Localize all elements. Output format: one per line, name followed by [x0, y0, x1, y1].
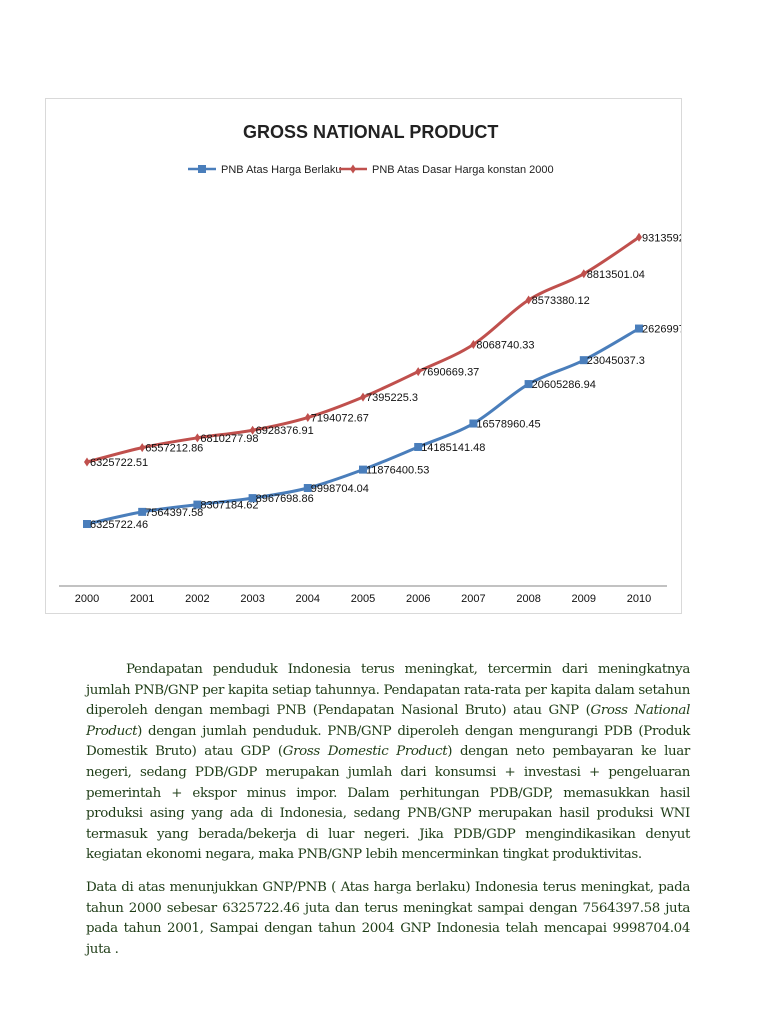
- data-point: [350, 164, 356, 174]
- data-label: 9313592.04: [642, 232, 681, 244]
- data-point: [414, 442, 423, 451]
- data-label: 20605286.94: [532, 379, 596, 391]
- body-text: Pendapatan penduduk Indonesia terus meni…: [86, 660, 690, 972]
- data-label: 7395225.3: [366, 392, 418, 404]
- x-tick-label: 2003: [240, 593, 264, 605]
- paragraph-2: Data di atas menunjukkan GNP/PNB ( Atas …: [86, 879, 690, 957]
- data-point: [579, 356, 588, 365]
- data-point: [580, 269, 587, 279]
- data-label: 7690669.37: [421, 367, 479, 379]
- series-line: [86, 236, 640, 464]
- data-point: [525, 295, 532, 305]
- data-point: [139, 443, 146, 453]
- x-tick-label: 2001: [130, 593, 154, 605]
- data-label: 6325722.46: [90, 519, 148, 531]
- x-axis: 2000 2001 2002 2003 2004 2005 2006 2007 2008 2009…: [59, 585, 667, 605]
- data-point: [194, 433, 201, 443]
- data-label: 8573380.12: [532, 295, 590, 307]
- data-point: [83, 520, 91, 529]
- series-2: 6325722.51 6557212.866810277.986928376.91…: [84, 232, 681, 469]
- data-label: 8068740.33: [476, 339, 534, 351]
- data-point: [635, 324, 643, 333]
- series-1: 6325722.467564397.588307184.628967698.86…: [83, 324, 681, 531]
- legend: PNB Atas Harga Berlaku PNB Atas Dasar Har…: [188, 164, 554, 176]
- x-tick-label: 2007: [461, 593, 485, 605]
- paragraph-1: Pendapatan penduduk Indonesia terus meni…: [86, 660, 690, 866]
- data-point: [359, 465, 367, 474]
- x-tick-label: 2008: [516, 593, 540, 605]
- x-tick-label: 2009: [572, 593, 596, 605]
- data-point: [193, 500, 202, 509]
- data-point: [198, 165, 206, 173]
- text-run: Pendapatan penduduk Indonesia terus meni…: [86, 662, 690, 719]
- data-label: 6928376.91: [256, 425, 314, 437]
- data-label: 16578960.45: [476, 419, 540, 431]
- x-tick-label: 2002: [185, 593, 209, 605]
- data-label: 11876400.53: [366, 465, 429, 477]
- legend-label: PNB Atas Dasar Harga konstan 2000: [372, 164, 554, 176]
- data-label: 14185141.48: [421, 442, 485, 454]
- data-point: [249, 425, 256, 435]
- data-label: 8307184.62: [200, 500, 258, 512]
- data-label: 6325722.51: [90, 457, 148, 469]
- series-group: 6325722.467564397.588307184.628967698.86…: [83, 232, 681, 531]
- chart-title: GROSS NATIONAL PRODUCT: [243, 122, 498, 142]
- x-tick-label: 2010: [627, 593, 651, 605]
- text-run: ) dengan neto pembayaran ke luar negeri,…: [86, 744, 690, 863]
- chart-container: GROSS NATIONAL PRODUCT PNB Atas Harga Be…: [45, 98, 682, 614]
- italic-term: Gross National Product: [86, 703, 690, 739]
- data-label: 23045037.3: [587, 355, 645, 367]
- legend-label: PNB Atas Harga Berlaku: [221, 164, 341, 176]
- data-point: [360, 392, 366, 402]
- data-point: [415, 367, 422, 377]
- data-label: 6557212.86: [145, 443, 203, 455]
- x-tick-label: 2004: [296, 593, 320, 605]
- x-tick-label: 2000: [75, 593, 99, 605]
- data-point: [248, 494, 257, 503]
- data-point: [84, 457, 90, 467]
- data-label: 7194072.67: [311, 413, 369, 425]
- data-point: [304, 413, 311, 423]
- data-label: 7564397.58: [145, 507, 203, 519]
- italic-term: Gross Domestic Product: [282, 744, 448, 760]
- data-point: [138, 507, 147, 516]
- data-point: [303, 484, 312, 493]
- x-tick-label: 2006: [406, 593, 430, 605]
- x-tick-label: 2005: [351, 593, 375, 605]
- data-label: 6810277.98: [200, 433, 258, 445]
- data-label: 8967698.86: [256, 493, 314, 505]
- data-label: 26269975.42: [642, 324, 681, 336]
- text-run: ) dengan jumlah penduduk. PNB/GNP dipero…: [86, 723, 690, 760]
- data-label: 8813501.04: [587, 269, 645, 281]
- data-point: [636, 232, 642, 242]
- data-point: [469, 419, 478, 428]
- data-point: [470, 339, 477, 349]
- data-label: 9998704.04: [311, 483, 369, 495]
- data-point: [524, 380, 533, 389]
- line-chart: GROSS NATIONAL PRODUCT PNB Atas Harga Be…: [59, 122, 681, 605]
